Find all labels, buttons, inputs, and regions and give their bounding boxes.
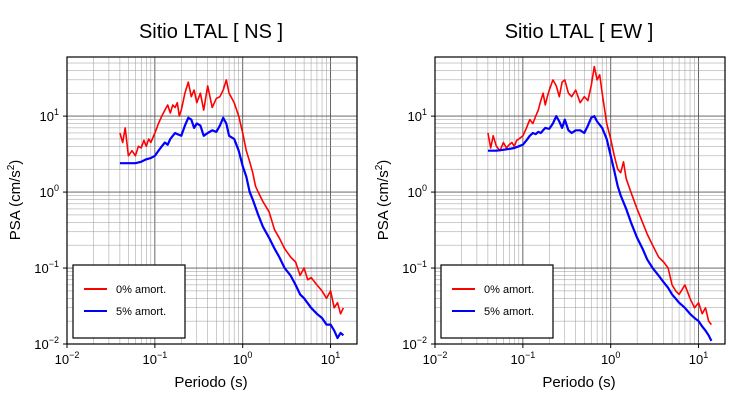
ew-grid xyxy=(434,56,726,345)
ew-x-tick-1: 10−1 xyxy=(510,350,535,367)
ns-legend-label-1: 5% amort. xyxy=(116,306,166,318)
ns-y-tick-2: 100 xyxy=(40,183,59,200)
ns-plot-frame xyxy=(66,56,358,345)
ew-y-tick-labels: 10−2 10−1 100 101 xyxy=(402,107,435,352)
ew-plot-frame xyxy=(434,56,726,345)
ns-grid xyxy=(66,56,358,345)
ns-x-tick-labels: 10−2 10−1 100 101 xyxy=(55,344,340,367)
ew-legend-box xyxy=(440,264,554,339)
ew-y-tick-3: 101 xyxy=(408,107,427,124)
ew-legend: 0% amort. 5% amort. xyxy=(440,264,554,339)
ew-series-line-0 xyxy=(487,65,713,326)
ew-x-tick-labels: 10−2 10−1 100 101 xyxy=(423,344,708,367)
ew-y-tick-2: 100 xyxy=(408,183,427,200)
ns-x-tick-2: 100 xyxy=(233,350,252,367)
ns-series-line-0 xyxy=(119,79,345,315)
ns-x-tick-1: 10−1 xyxy=(142,350,167,367)
ns-spectrum-panel: Sitio LTAL [ NS ] 10−2 10−1 100 101 10−210−… xyxy=(6,21,358,391)
ns-legend-box xyxy=(72,264,186,339)
ns-legend-label-0: 0% amort. xyxy=(116,284,166,296)
ns-y-tick-1: 10−1 xyxy=(34,259,59,276)
ew-spectrum-panel: Sitio LTAL [ EW ] 10−2 10−1 100 101 10−210−… xyxy=(374,21,726,391)
ew-legend-label-0: 0% amort. xyxy=(484,284,534,296)
ew-x-tick-0: 10−2 xyxy=(423,350,448,367)
ew-y-axis-label: PSA (cm/s2) xyxy=(374,160,392,241)
ew-chart-title: Sitio LTAL [ EW ] xyxy=(505,21,654,43)
ns-y-axis-label: PSA (cm/s2) xyxy=(6,160,24,241)
ew-x-tick-3: 101 xyxy=(689,350,708,367)
ns-x-tick-0: 10−2 xyxy=(55,350,80,367)
ew-x-axis-label: Periodo (s) xyxy=(542,374,615,391)
ew-x-tick-2: 100 xyxy=(601,350,620,367)
ns-y-tick-labels: 10−2 10−1 100 101 xyxy=(34,107,67,352)
ew-y-tick-1: 10−1 xyxy=(402,259,427,276)
ns-legend: 0% amort. 5% amort. xyxy=(72,264,186,339)
ns-x-axis-label: Periodo (s) xyxy=(174,374,247,391)
ew-series-line-1 xyxy=(487,114,713,342)
ew-series xyxy=(487,65,713,342)
ns-series xyxy=(119,79,345,340)
ew-y-tick-0: 10−2 xyxy=(402,335,427,352)
ns-series-line-1 xyxy=(119,116,345,340)
ns-x-tick-3: 101 xyxy=(321,350,340,367)
ns-y-tick-0: 10−2 xyxy=(34,335,59,352)
ew-legend-label-1: 5% amort. xyxy=(484,306,534,318)
ns-y-tick-3: 101 xyxy=(40,107,59,124)
ns-chart-title: Sitio LTAL [ NS ] xyxy=(139,21,283,43)
